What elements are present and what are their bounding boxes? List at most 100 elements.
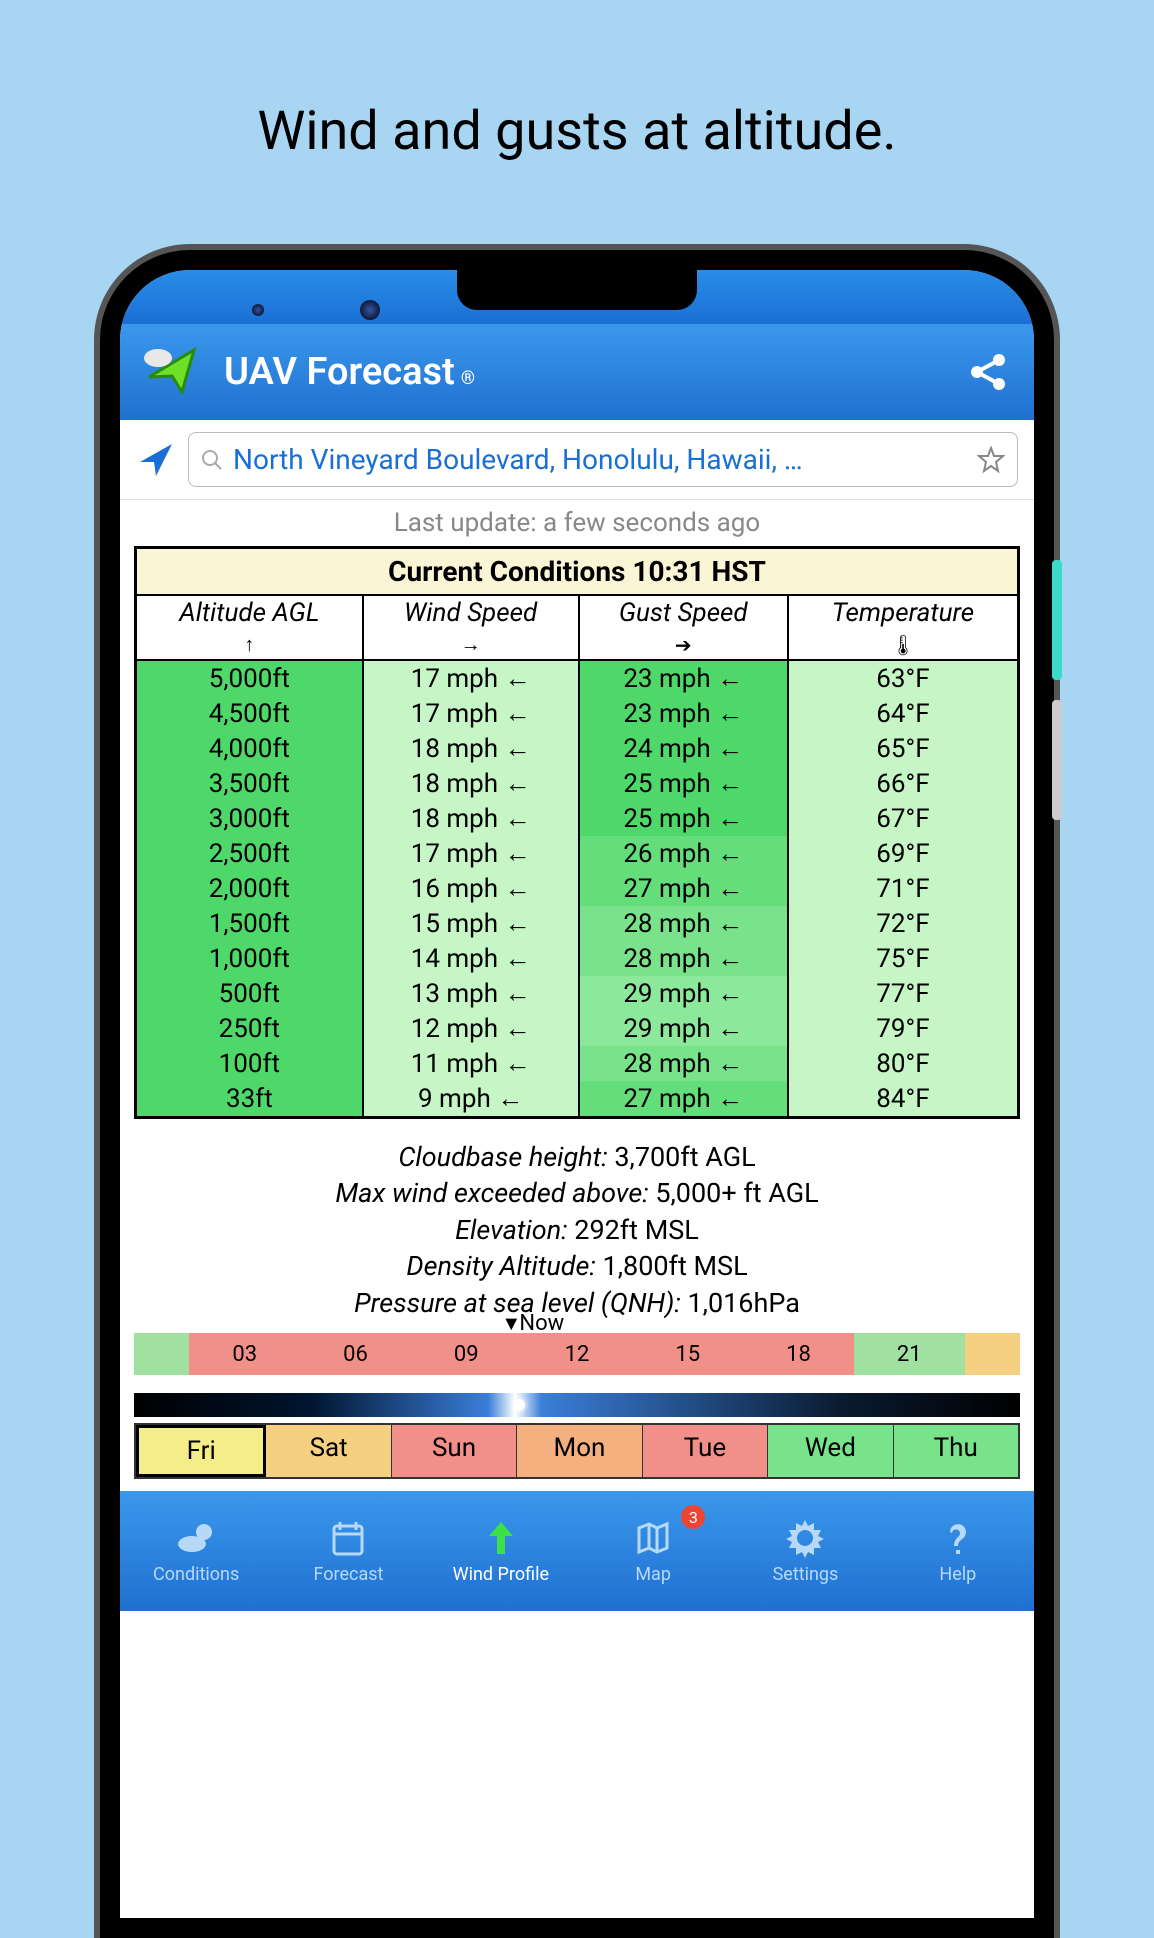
- table-cell: 25 mph ←: [579, 766, 788, 801]
- table-cell: 23 mph ←: [579, 660, 788, 696]
- table-title: Current Conditions 10:31 HST: [136, 548, 1019, 596]
- screen: UAV Forecast ® North Vineyard Boulevard,…: [120, 270, 1034, 1918]
- phone-side-button-2: [1052, 700, 1062, 820]
- day-tab[interactable]: Thu: [894, 1425, 1018, 1477]
- nav-item-conditions[interactable]: Conditions: [120, 1491, 272, 1611]
- info-line: Density Altitude: 1,800ft MSL: [144, 1248, 1010, 1284]
- table-column-header[interactable]: Altitude AGL: [136, 595, 363, 630]
- table-cell: 28 mph ←: [579, 1046, 788, 1081]
- nav-item-settings[interactable]: Settings: [729, 1491, 881, 1611]
- location-icon[interactable]: [136, 440, 176, 480]
- table-cell: 27 mph ←: [579, 871, 788, 906]
- table-cell: 84°F: [788, 1081, 1019, 1118]
- hour-segment[interactable]: 12: [522, 1333, 633, 1375]
- timeline[interactable]: Now 03060912151821: [134, 1333, 1020, 1393]
- table-cell: 69°F: [788, 836, 1019, 871]
- table-column-header[interactable]: Wind Speed: [363, 595, 579, 630]
- table-cell: 100ft: [136, 1046, 363, 1081]
- table-cell: 13 mph ←: [363, 976, 579, 1011]
- info-value: 1,016hPa: [687, 1287, 799, 1319]
- nav-item-forecast[interactable]: Forecast: [272, 1491, 424, 1611]
- day-selector-row: FriSatSunMonTueWedThu: [134, 1423, 1020, 1479]
- info-line: Cloudbase height: 3,700ft AGL: [144, 1139, 1010, 1175]
- table-cell: 77°F: [788, 976, 1019, 1011]
- table-cell: 4,000ft: [136, 731, 363, 766]
- bottom-nav: ConditionsForecastWind ProfileMap3 Settin…: [120, 1491, 1034, 1611]
- day-tab[interactable]: Sat: [266, 1425, 391, 1477]
- table-cell: 71°F: [788, 871, 1019, 906]
- table-cell: 66°F: [788, 766, 1019, 801]
- table-cell: 2,500ft: [136, 836, 363, 871]
- table-cell: 3,000ft: [136, 801, 363, 836]
- table-cell: 9 mph ←: [363, 1081, 579, 1118]
- hour-segment[interactable]: [965, 1333, 1020, 1375]
- table-row: 3,000ft18 mph ←25 mph ←67°F: [136, 801, 1019, 836]
- table-cell: 1,500ft: [136, 906, 363, 941]
- info-line: Pressure at sea level (QNH): 1,016hPa: [144, 1285, 1010, 1321]
- day-tab[interactable]: Sun: [392, 1425, 517, 1477]
- nav-item-wind-profile[interactable]: Wind Profile: [425, 1491, 577, 1611]
- hour-segment[interactable]: 15: [632, 1333, 743, 1375]
- day-tab[interactable]: Fri: [136, 1425, 266, 1477]
- nav-item-help[interactable]: Help: [882, 1491, 1034, 1611]
- info-label: Density Altitude:: [406, 1250, 602, 1282]
- search-row: North Vineyard Boulevard, Honolulu, Hawa…: [120, 420, 1034, 500]
- table-column-header[interactable]: Gust Speed: [579, 595, 788, 630]
- table-sort-row[interactable]: ↑→➔🌡: [136, 630, 1019, 660]
- sort-icon[interactable]: 🌡: [788, 630, 1019, 660]
- table-cell: 18 mph ←: [363, 766, 579, 801]
- conditions-table-wrap: Current Conditions 10:31 HST Altitude AG…: [120, 546, 1034, 1119]
- table-cell: 1,000ft: [136, 941, 363, 976]
- sort-icon[interactable]: ➔: [579, 630, 788, 660]
- nav-icon: [328, 1518, 368, 1558]
- table-cell: 80°F: [788, 1046, 1019, 1081]
- nav-item-map[interactable]: Map3: [577, 1491, 729, 1611]
- table-row: 1,000ft14 mph ←28 mph ←75°F: [136, 941, 1019, 976]
- phone-notch: [457, 270, 697, 310]
- table-body: 5,000ft17 mph ←23 mph ←63°F4,500ft 17 mph…: [136, 660, 1019, 1118]
- table-header-row: Altitude AGLWind SpeedGust SpeedTemperat…: [136, 595, 1019, 630]
- hour-segment[interactable]: 03: [189, 1333, 300, 1375]
- nav-label: Help: [939, 1564, 976, 1585]
- nav-label: Settings: [773, 1564, 839, 1585]
- share-icon[interactable]: [966, 350, 1010, 394]
- table-cell: 33ft: [136, 1081, 363, 1118]
- hour-bar[interactable]: 03060912151821: [134, 1333, 1020, 1375]
- table-cell: 72°F: [788, 906, 1019, 941]
- day-tab[interactable]: Wed: [768, 1425, 893, 1477]
- search-input[interactable]: North Vineyard Boulevard, Honolulu, Hawa…: [188, 432, 1018, 487]
- table-cell: 25 mph ←: [579, 801, 788, 836]
- day-tab[interactable]: Mon: [517, 1425, 642, 1477]
- table-cell: 11 mph ←: [363, 1046, 579, 1081]
- sort-icon[interactable]: →: [363, 630, 579, 660]
- info-label: Cloudbase height:: [398, 1141, 614, 1173]
- phone-frame: UAV Forecast ® North Vineyard Boulevard,…: [100, 250, 1054, 1938]
- hour-segment[interactable]: [134, 1333, 189, 1375]
- table-cell: 2,000ft: [136, 871, 363, 906]
- sort-icon[interactable]: ↑: [136, 630, 363, 660]
- table-row: 5,000ft17 mph ←23 mph ←63°F: [136, 660, 1019, 696]
- day-tab[interactable]: Tue: [643, 1425, 768, 1477]
- table-cell: 65°F: [788, 731, 1019, 766]
- app-title-trademark: ®: [461, 368, 475, 389]
- star-icon[interactable]: [977, 446, 1005, 474]
- last-update-text: Last update: a few seconds ago: [120, 500, 1034, 546]
- table-cell: 67°F: [788, 801, 1019, 836]
- info-label: Elevation:: [455, 1214, 574, 1246]
- table-cell: 4,500ft: [136, 696, 363, 731]
- hour-segment[interactable]: 09: [411, 1333, 522, 1375]
- hour-segment[interactable]: 06: [300, 1333, 411, 1375]
- hour-segment[interactable]: 18: [743, 1333, 854, 1375]
- table-column-header[interactable]: Temperature: [788, 595, 1019, 630]
- table-row: 1,500ft15 mph ←28 mph ←72°F: [136, 906, 1019, 941]
- hour-segment[interactable]: 21: [854, 1333, 965, 1375]
- search-icon: [201, 449, 223, 471]
- info-value: 3,700ft AGL: [614, 1141, 755, 1173]
- app-logo-icon: [144, 342, 204, 402]
- table-cell: 64°F: [788, 696, 1019, 731]
- table-cell: 24 mph ←: [579, 731, 788, 766]
- table-row: 250ft12 mph ←29 mph ←79°F: [136, 1011, 1019, 1046]
- nav-icon: [176, 1518, 216, 1558]
- app-title: UAV Forecast ®: [224, 350, 966, 394]
- table-cell: 17 mph ←: [363, 836, 579, 871]
